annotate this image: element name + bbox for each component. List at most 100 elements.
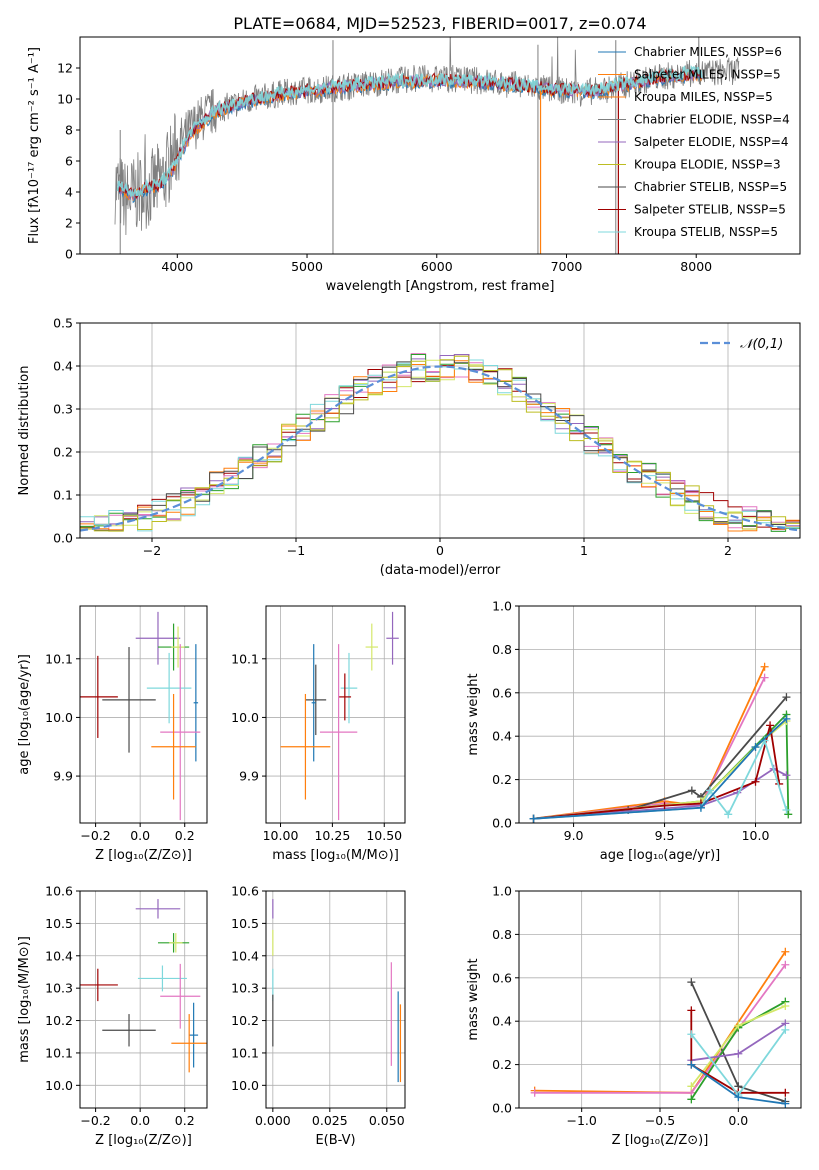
errorbar-point: [160, 644, 201, 821]
y-tick-label: 10.4: [231, 948, 259, 963]
y-tick-label: 0.2: [492, 772, 512, 787]
spectrum-plot-area: [114, 37, 740, 254]
x-tick-label: 4000: [161, 259, 193, 274]
y-tick-label: 10.1: [45, 651, 73, 666]
y-axis-label: Normed distribution: [17, 366, 32, 496]
errorbar-point: [80, 968, 118, 1002]
x-tick-label: −1.0: [566, 1113, 596, 1128]
y-axis-label: mass weight: [466, 958, 481, 1040]
y-tick-label: 10.5: [45, 916, 73, 931]
series-marker: [782, 805, 791, 814]
errorbar-point: [386, 611, 399, 665]
y-tick-label: 10.0: [45, 1078, 73, 1093]
y-tick-label: 8: [65, 123, 73, 138]
y-tick-label: 0.4: [53, 359, 73, 374]
errorbar-point: [102, 1014, 156, 1047]
x-tick-label: −0.2: [80, 828, 110, 843]
chart-title: PLATE=0684, MJD=52523, FIBERID=0017, z=0…: [233, 14, 646, 33]
x-tick-label: 10.25: [314, 828, 350, 843]
series-marker: [660, 801, 669, 810]
x-tick-label: 9.5: [655, 828, 675, 843]
legend-entry: Salpeter ELODIE, NSSP=4: [634, 135, 789, 149]
series-marker: [781, 1025, 790, 1034]
spectrum-model-line: [117, 70, 703, 204]
errorbar-point: [80, 655, 118, 738]
spectrum-legend: Chabrier MILES, NSSP=6 Salpeter MILES, NS…: [598, 45, 790, 239]
errorbar-point: [338, 673, 352, 721]
x-tick-label: 0.0: [130, 1113, 150, 1128]
y-tick-label: 0.0: [53, 531, 73, 546]
gaussian-curve: [80, 365, 800, 532]
spectrum-model-line: [116, 64, 703, 198]
y-tick-label: 2: [65, 216, 73, 231]
x-tick-label: −0.5: [645, 1113, 675, 1128]
series-marker: [751, 743, 760, 752]
age-vs-Z-panel: −0.2 0.0 0.2 9.9 10.0 10.1 Z [log₁₀(Z/Z⊙)] age …: [17, 605, 208, 863]
y-axis-label: mass weight: [466, 673, 481, 755]
y-tick-label: 0.2: [492, 1057, 512, 1072]
age-vs-Z-plot-area: [80, 611, 201, 821]
x-tick-label: 10.0: [742, 828, 770, 843]
y-tick-label: 10.2: [45, 1013, 73, 1028]
legend-entry: Kroupa MILES, NSSP=5: [634, 90, 773, 104]
y-tick-label: 1.0: [492, 599, 512, 614]
x-tick-label: −0.2: [80, 1113, 110, 1128]
y-tick-label: 10.0: [231, 710, 259, 725]
x-axis-label: age [log₁₀(age/yr)]: [600, 848, 721, 863]
x-tick-label: 0: [436, 543, 444, 558]
errorbar-point: [135, 611, 181, 665]
series-marker: [781, 1002, 790, 1011]
x-tick-label: 6000: [421, 259, 453, 274]
axes-frame: [265, 605, 406, 824]
y-tick-label: 9.9: [239, 769, 259, 784]
y-tick-label: 10.3: [231, 981, 259, 996]
y-tick-label: 10.1: [231, 651, 259, 666]
legend-entry: Chabrier ELODIE, NSSP=4: [634, 113, 790, 127]
axes-frame: [79, 36, 801, 255]
y-axis-label: Flux [fλ10⁻¹⁷ erg cm⁻² s⁻¹ A⁻¹]: [27, 47, 42, 244]
y-tick-label: 0.6: [492, 685, 512, 700]
errorbar-point: [340, 652, 358, 724]
y-tick-label: 0.4: [492, 729, 512, 744]
errorbar-point: [135, 899, 181, 919]
series-marker: [687, 1095, 696, 1104]
series-marker: [687, 978, 696, 987]
legend-entry: 𝒩(0,1): [740, 337, 783, 352]
errorbar-point: [280, 693, 331, 800]
x-tick-label: 0.000: [255, 1113, 291, 1128]
histogram-step: [80, 355, 800, 532]
legend-entry: Kroupa ELODIE, NSSP=3: [634, 158, 781, 172]
y-tick-label: 10.1: [45, 1045, 73, 1060]
series-marker: [781, 947, 790, 956]
x-axis-label: (data-model)/error: [380, 563, 501, 578]
errorbar-point: [102, 647, 156, 753]
x-axis-label: wavelength [Angstrom, rest frame]: [326, 279, 555, 294]
spectrum-panel: Chabrier MILES, NSSP=6 Salpeter MILES, NS…: [27, 36, 801, 294]
x-axis-label: Z [log₁₀(Z/Z⊙)]: [95, 1133, 192, 1148]
y-tick-label: 10.0: [231, 1078, 259, 1093]
series-marker: [781, 1088, 790, 1097]
series-marker: [687, 1006, 696, 1015]
errorbar-point: [151, 693, 196, 800]
x-axis-label: Z [log₁₀(Z/Z⊙)]: [612, 1133, 709, 1148]
y-tick-label: 0.0: [492, 1101, 512, 1116]
legend-entry: Salpeter STELIB, NSSP=5: [634, 203, 786, 217]
x-tick-label: 10.50: [366, 828, 402, 843]
errorbar-point: [305, 664, 327, 736]
axes-frame: [79, 605, 208, 824]
series-marker: [751, 777, 760, 786]
axes-frame: [79, 890, 208, 1109]
series-marker: [687, 1030, 696, 1039]
x-tick-label: 8000: [680, 259, 712, 274]
series-marker: [781, 1099, 790, 1108]
y-tick-label: 10.1: [231, 1045, 259, 1060]
series-marker: [734, 1093, 743, 1102]
series-marker: [687, 1060, 696, 1069]
x-tick-label: 2: [724, 543, 732, 558]
x-tick-label: 0.025: [312, 1113, 348, 1128]
legend-entry: Kroupa STELIB, NSSP=5: [634, 225, 778, 239]
age-vs-mass-plot-area: [280, 611, 399, 821]
residuals-plot-area: [80, 353, 800, 532]
series-marker: [687, 1082, 696, 1091]
